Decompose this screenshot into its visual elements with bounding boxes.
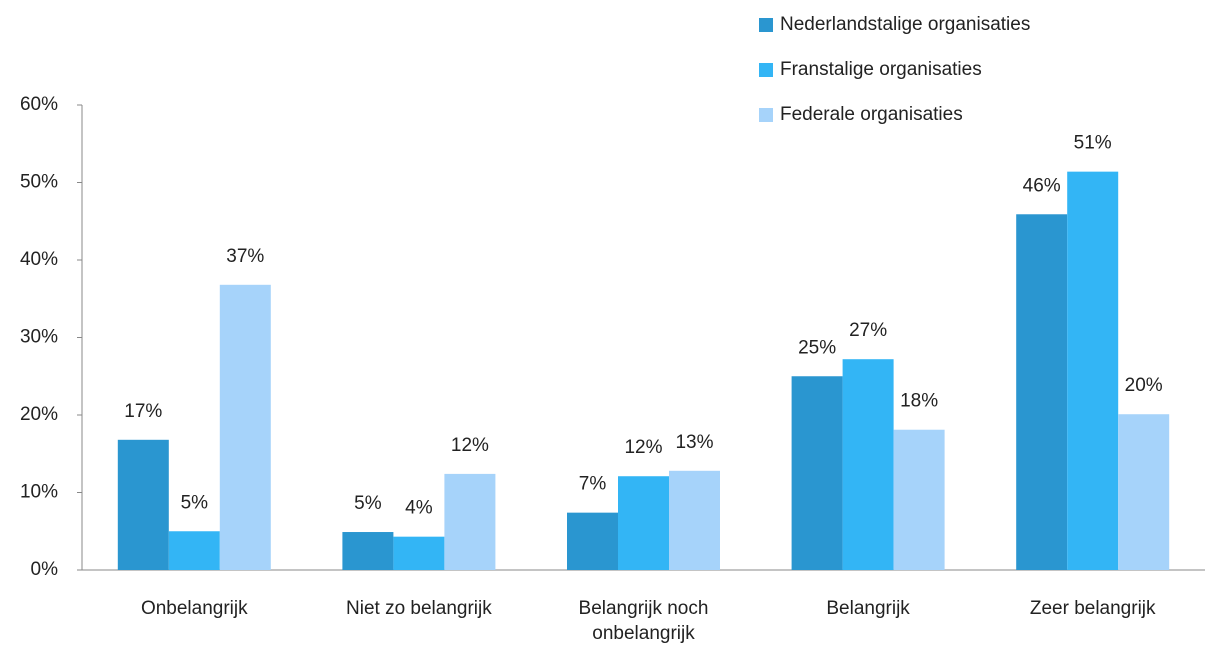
bar [669, 470, 720, 570]
legend-swatch [759, 18, 773, 32]
data-label: 46% [1023, 175, 1061, 196]
bar [117, 439, 169, 570]
bar [893, 429, 945, 570]
legend-swatch [759, 63, 773, 77]
data-label: 25% [798, 337, 836, 358]
data-label: 20% [1125, 375, 1163, 396]
bar [791, 376, 843, 570]
x-tick-label: Belangrijk noch onbelangrijk [578, 598, 709, 644]
bar [1067, 171, 1119, 570]
data-label: 27% [849, 320, 887, 341]
x-tick-label: Belangrijk [826, 598, 910, 619]
data-label: 51% [1074, 133, 1112, 154]
data-label: 7% [579, 474, 607, 495]
x-tick-label: Zeer belangrijk [1029, 598, 1156, 619]
data-label: 18% [900, 391, 938, 412]
data-label: 12% [624, 437, 662, 458]
bar [168, 531, 220, 570]
y-tick-label: 20% [20, 404, 58, 425]
data-label: 4% [405, 498, 433, 519]
y-tick-label: 60% [20, 94, 58, 115]
data-label: 5% [354, 493, 382, 514]
data-label: 13% [675, 432, 713, 453]
bar [444, 473, 496, 570]
data-label: 17% [124, 401, 162, 422]
x-tick-label: Niet zo belangrijk [346, 598, 492, 619]
bar [567, 512, 618, 570]
data-label: 37% [226, 246, 264, 267]
data-label: 5% [181, 492, 209, 513]
legend-label: Federale organisaties [780, 104, 963, 125]
data-label: 12% [451, 435, 489, 456]
bar [219, 284, 271, 570]
y-tick-label: 40% [20, 249, 58, 270]
bar [393, 536, 445, 570]
legend-label: Nederlandstalige organisaties [780, 14, 1030, 35]
legend-swatch [759, 108, 773, 122]
bar [1118, 414, 1170, 570]
y-tick-label: 10% [20, 482, 58, 503]
legend-label: Franstalige organisaties [780, 59, 982, 80]
y-tick-label: 50% [20, 172, 58, 193]
y-tick-label: 30% [20, 327, 58, 348]
x-tick-label: Onbelangrijk [140, 598, 248, 619]
bar [842, 359, 894, 570]
bar [342, 532, 394, 570]
y-tick-label: 0% [31, 559, 59, 580]
bar [618, 476, 669, 570]
bar [1016, 214, 1068, 570]
